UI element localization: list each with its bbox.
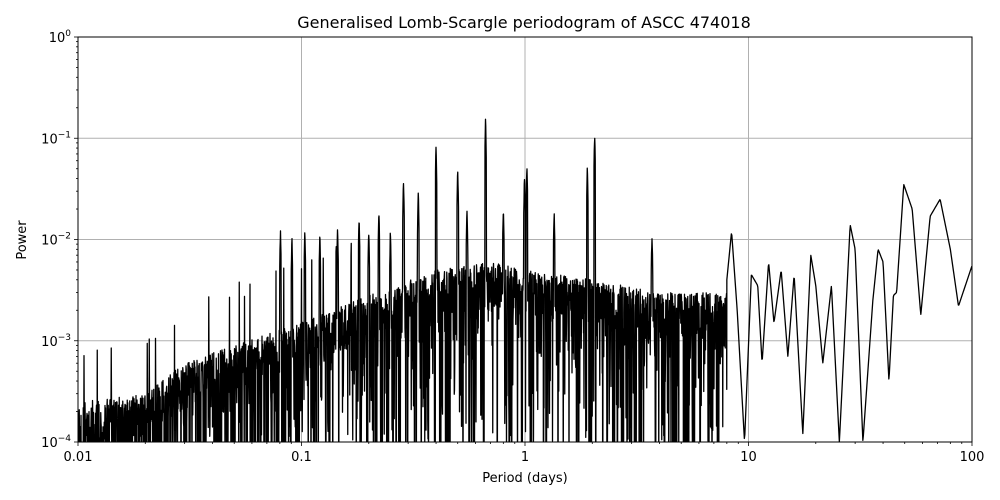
y-axis-label: Power <box>15 220 30 260</box>
y-tick-label: 10−3 <box>41 333 71 350</box>
x-tick-label: 100 <box>960 450 985 465</box>
x-tick-label: 0.1 <box>291 450 312 465</box>
y-tick-label: 100 <box>49 29 72 46</box>
axis-ticks <box>74 36 973 446</box>
y-tick-label: 10−2 <box>41 232 71 249</box>
y-tick-label: 10−4 <box>41 434 71 451</box>
power-spectrum-line <box>78 118 972 442</box>
x-tick-label: 1 <box>521 450 529 465</box>
x-tick-label: 10 <box>740 450 757 465</box>
y-tick-labels: 100 10−1 10−2 10−3 10−4 <box>41 29 71 451</box>
x-axis-label: Period (days) <box>482 471 568 486</box>
chart-title: Generalised Lomb-Scargle periodogram of … <box>297 13 751 32</box>
y-tick-label: 10−1 <box>41 130 71 147</box>
x-tick-label: 0.01 <box>64 450 93 465</box>
x-tick-labels: 0.01 0.1 1 10 100 <box>64 450 985 465</box>
plot-area <box>78 118 972 442</box>
